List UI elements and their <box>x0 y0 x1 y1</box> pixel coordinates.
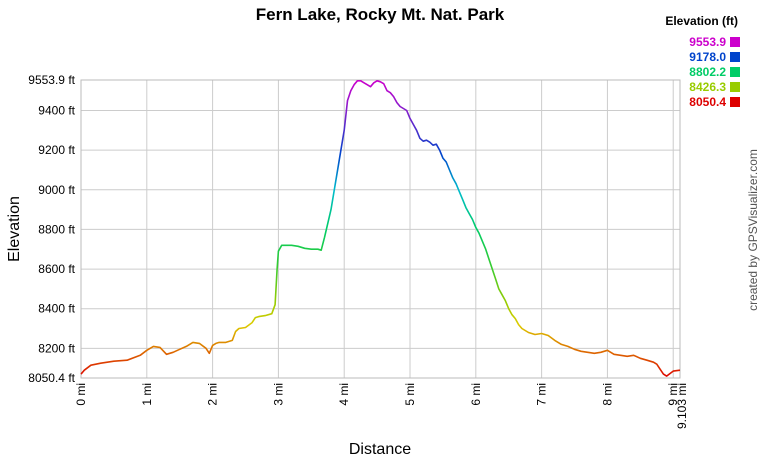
legend-entry-label: 8802.2 <box>689 65 726 79</box>
legend-entry-label: 8426.3 <box>689 80 726 94</box>
chart-title: Fern Lake, Rocky Mt. Nat. Park <box>256 5 505 24</box>
plot-border <box>80 79 681 379</box>
x-axis-title: Distance <box>349 441 411 458</box>
legend-swatch <box>730 67 740 77</box>
y-axis-ticks: 8050.4 ft 8200 ft 8400 ft 8600 ft 8800 ft 900… <box>28 73 75 385</box>
y-tick-label: 8600 ft <box>38 262 75 276</box>
chart-legend: Elevation (ft) 9553.99178.08802.28426.38… <box>665 14 740 109</box>
x-tick-label: 8 mi <box>600 383 614 406</box>
legend-title: Elevation (ft) <box>665 14 738 28</box>
y-axis-title: Elevation <box>6 196 23 262</box>
x-tick-label: 7 mi <box>535 383 549 406</box>
x-tick-label: 6 mi <box>469 383 483 406</box>
legend-swatch <box>730 82 740 92</box>
elevation-profile-line <box>80 80 681 377</box>
x-tick-label: 3 mi <box>271 383 285 406</box>
legend-swatch <box>730 37 740 47</box>
y-tick-label: 9553.9 ft <box>28 73 75 87</box>
x-tick-label: 2 mi <box>206 383 220 406</box>
x-tick-label: 9.103 mi <box>675 383 689 429</box>
legend-entry-label: 8050.4 <box>689 95 726 109</box>
legend-entry-label: 9553.9 <box>689 35 726 49</box>
y-tick-label: 9200 ft <box>38 143 75 157</box>
x-tick-label: 1 mi <box>140 383 154 406</box>
y-tick-label: 9400 ft <box>38 104 75 118</box>
legend-swatch <box>730 52 740 62</box>
x-tick-label: 4 mi <box>337 383 351 406</box>
x-tick-label: 0 mi <box>74 383 88 406</box>
legend-swatch <box>730 97 740 107</box>
x-tick-label: 9 mi <box>666 383 680 406</box>
x-tick-label: 5 mi <box>403 383 417 406</box>
legend-entry-label: 9178.0 <box>689 50 726 64</box>
y-tick-label: 8800 ft <box>38 222 75 236</box>
credit-text: created by GPSVisualizer.com <box>746 149 760 311</box>
y-tick-label: 8400 ft <box>38 302 75 316</box>
plot-frame <box>80 79 681 379</box>
y-tick-label: 8200 ft <box>38 341 75 355</box>
x-axis-ticks: 0 mi 1 mi 2 mi 3 mi 4 mi 5 mi 6 mi 7 mi 8 mi 9 mi… <box>74 383 689 429</box>
y-tick-label: 9000 ft <box>38 183 75 197</box>
y-tick-label: 8050.4 ft <box>28 371 75 385</box>
